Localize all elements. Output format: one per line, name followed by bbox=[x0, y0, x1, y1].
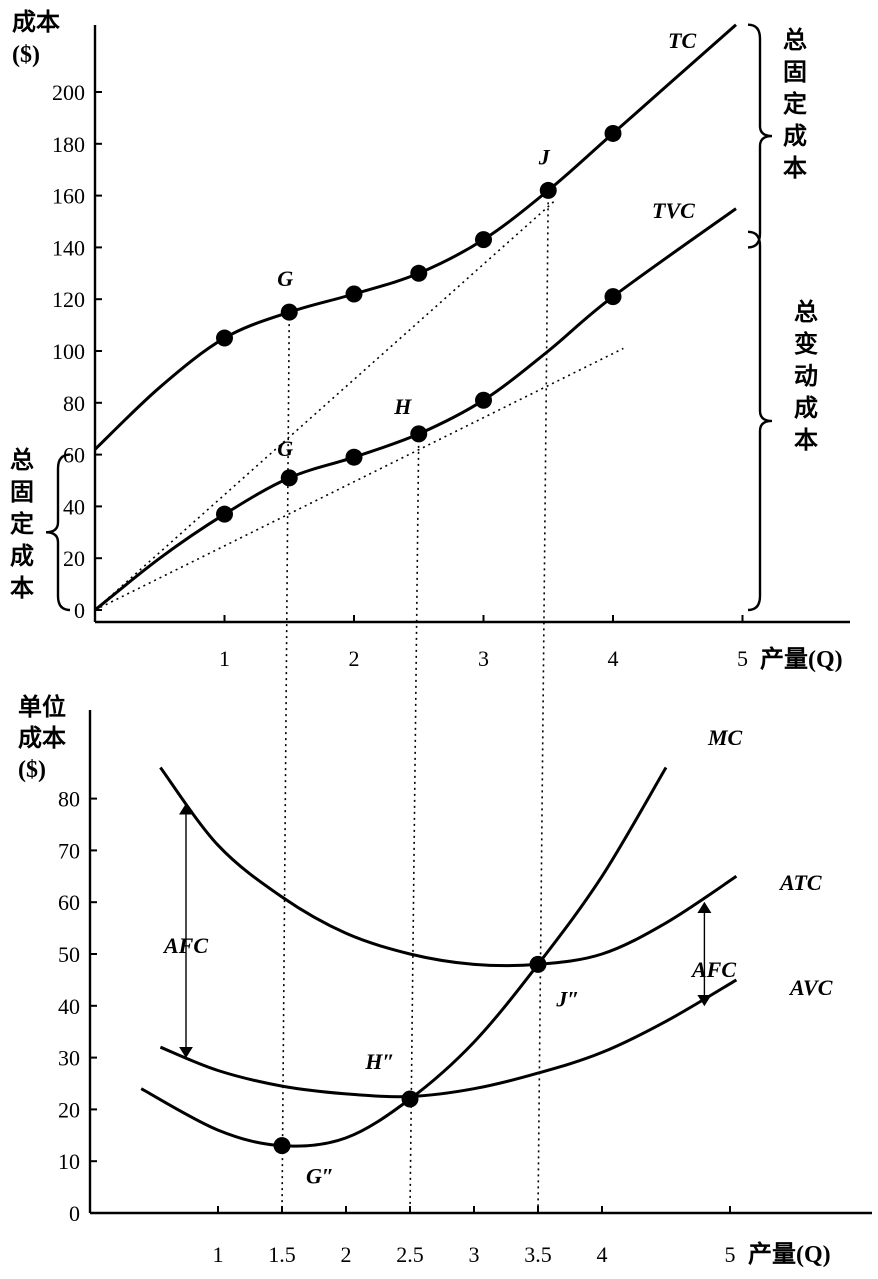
top-y-tick-label: 100 bbox=[52, 339, 85, 364]
bottom-x-tick-label: 4 bbox=[597, 1242, 608, 1267]
point-label-h-: H″ bbox=[364, 1049, 394, 1074]
tvc-point bbox=[604, 288, 622, 306]
top-x-axis-title: 产量(Q) bbox=[760, 645, 843, 673]
top-x-tick-label: 4 bbox=[608, 646, 619, 671]
intersection-point bbox=[273, 1137, 291, 1155]
tvc-point bbox=[345, 448, 363, 466]
bracket-2 bbox=[45, 453, 71, 612]
bottom-x-tick-label: 2 bbox=[341, 1242, 352, 1267]
bracket-label-char: 成 bbox=[783, 123, 807, 150]
bracket-0 bbox=[747, 23, 773, 249]
tc-point bbox=[410, 264, 428, 282]
bracket-label-char: 变 bbox=[794, 330, 818, 358]
bottom-x-tick-label: 1.5 bbox=[268, 1242, 296, 1267]
intersection-point bbox=[529, 955, 547, 973]
tc-label: TC bbox=[668, 28, 696, 53]
tvc-point bbox=[216, 505, 233, 523]
top-y-tick-label: 40 bbox=[63, 494, 85, 519]
bracket-label-char: 固 bbox=[10, 480, 34, 506]
top-y-tick-label: 120 bbox=[52, 287, 85, 312]
tvc-label: TVC bbox=[652, 198, 695, 223]
top-y-tick-label: 20 bbox=[63, 546, 85, 571]
point-label-h: H bbox=[393, 394, 412, 419]
point-label-g-: G″ bbox=[306, 1164, 334, 1189]
tvc-curve bbox=[94, 207, 737, 612]
top-y-tick-label: 80 bbox=[63, 391, 85, 416]
bracket-1 bbox=[747, 230, 773, 612]
atc-curve bbox=[159, 766, 738, 968]
tc-curve bbox=[93, 23, 737, 451]
bracket-label-char: 本 bbox=[783, 155, 807, 182]
bottom-y-tick-label: 50 bbox=[58, 942, 80, 967]
top-y-tick-label: 0 bbox=[74, 598, 85, 623]
point-label-g: G bbox=[277, 436, 293, 461]
bottom-y-tick-label: 70 bbox=[58, 838, 80, 863]
point-label-j-: J″ bbox=[555, 986, 579, 1011]
bracket-label-char: 成 bbox=[794, 395, 818, 422]
bottom-x-tick-label: 3.5 bbox=[524, 1242, 552, 1267]
bottom-y-tick-label: 60 bbox=[58, 890, 80, 915]
bracket-label-char: 动 bbox=[794, 363, 818, 390]
bottom-x-tick-label: 1 bbox=[213, 1242, 224, 1267]
bottom-y-tick-label: 0 bbox=[69, 1201, 80, 1226]
bracket-label-char: 本 bbox=[794, 427, 818, 454]
bottom-y-axis-title: ($) bbox=[18, 757, 46, 783]
bracket-label-char: 定 bbox=[783, 90, 807, 118]
bottom-y-axis-title: 单位 bbox=[18, 693, 66, 721]
bottom-y-axis-title: 成本 bbox=[18, 725, 66, 752]
top-y-axis-title: ($) bbox=[12, 42, 40, 68]
ray-line bbox=[94, 200, 556, 611]
top-y-axis-title: 成本 bbox=[12, 9, 60, 36]
atc-label: ATC bbox=[778, 870, 822, 895]
avc-curve bbox=[159, 978, 738, 1099]
drop-line bbox=[281, 312, 291, 1214]
point-label-j: J bbox=[538, 144, 551, 169]
tc-point bbox=[216, 329, 233, 347]
bracket-label-char: 固 bbox=[783, 60, 807, 86]
top-y-tick-label: 140 bbox=[52, 235, 85, 260]
top-y-tick-label: 180 bbox=[52, 132, 85, 157]
bottom-y-tick-label: 10 bbox=[58, 1149, 80, 1174]
tvc-point bbox=[280, 469, 298, 487]
tc-point bbox=[345, 285, 363, 303]
top-x-tick-label: 5 bbox=[737, 646, 748, 671]
afc-label: AFC bbox=[162, 933, 208, 958]
bottom-x-tick-label: 5 bbox=[725, 1242, 736, 1267]
top-y-tick-label: 160 bbox=[52, 184, 85, 209]
bottom-y-tick-label: 40 bbox=[58, 994, 80, 1019]
bottom-x-tick-label: 3 bbox=[469, 1242, 480, 1267]
tc-point bbox=[604, 124, 622, 142]
tvc-point bbox=[475, 391, 492, 409]
top-x-tick-label: 1 bbox=[219, 646, 230, 671]
mc-label: MC bbox=[707, 725, 743, 750]
afc-label: AFC bbox=[690, 957, 736, 982]
bottom-x-axis-title: 产量(Q) bbox=[748, 1240, 831, 1268]
point-label-g: G bbox=[277, 266, 293, 291]
bottom-x-tick-label: 2.5 bbox=[396, 1242, 424, 1267]
bottom-y-tick-label: 80 bbox=[58, 787, 80, 812]
intersection-point bbox=[401, 1090, 419, 1108]
drop-line bbox=[537, 190, 550, 1214]
ray-line bbox=[94, 347, 624, 611]
bracket-label-char: 定 bbox=[10, 510, 34, 538]
bracket-label-char: 总 bbox=[783, 26, 807, 54]
vertical-drop-lines bbox=[281, 190, 550, 1214]
bracket-label-char: 本 bbox=[10, 575, 34, 602]
bracket-label-char: 成 bbox=[10, 543, 34, 570]
drop-line bbox=[409, 433, 420, 1214]
tc-point bbox=[475, 231, 492, 249]
top-y-tick-label: 60 bbox=[63, 443, 85, 468]
top-y-tick-label: 200 bbox=[52, 80, 85, 105]
bracket-label-char: 总 bbox=[10, 446, 34, 474]
bottom-y-tick-label: 30 bbox=[58, 1046, 80, 1071]
bottom-y-tick-label: 20 bbox=[58, 1097, 80, 1122]
avc-label: AVC bbox=[788, 975, 833, 1000]
top-x-tick-label: 3 bbox=[478, 646, 489, 671]
mc-curve bbox=[140, 766, 668, 1148]
top-x-tick-label: 2 bbox=[349, 646, 360, 671]
bracket-label-char: 总 bbox=[794, 298, 818, 326]
